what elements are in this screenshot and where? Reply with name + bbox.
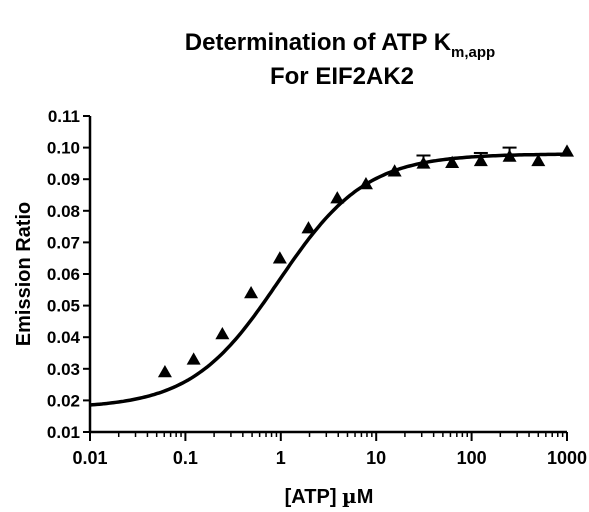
data-point [473,153,488,167]
fit-curve [89,152,567,407]
data-point [502,149,517,162]
chart-title-main: Determination of ATP K [185,29,452,56]
data-point [272,251,287,264]
y-tick-label: 0.01 [47,423,80,442]
data-point [445,155,460,169]
data-marks [89,144,574,407]
x-tick-label: 1000 [547,448,587,468]
y-axis-label: Emission Ratio [13,202,35,346]
x-tick-label: 100 [457,448,487,468]
data-point [560,144,574,157]
x-tick-label: 0.01 [72,448,107,468]
y-tick-label: 0.10 [47,139,80,158]
chart-title-subscript: m,app [451,44,495,61]
chart-title-line1: Determination of ATP Km,app [185,29,495,61]
data-point [330,191,345,204]
axes: 0.010.020.030.040.050.060.070.080.090.10… [47,107,587,468]
x-axis-label-unit: M [357,486,374,508]
y-tick-label: 0.03 [47,360,80,379]
x-tick-label: 1 [276,448,286,468]
x-axis-label-main: [ATP] [285,486,342,508]
x-axis-label: [ATP] µM [285,484,374,508]
y-tick-label: 0.11 [48,107,80,126]
y-tick-label: 0.05 [47,297,80,316]
y-tick-label: 0.04 [47,328,81,347]
data-point [215,327,230,340]
y-tick-label: 0.09 [47,170,80,189]
y-tick-label: 0.07 [47,233,80,252]
data-point [416,156,431,169]
x-tick-label: 0.1 [173,448,198,468]
y-tick-label: 0.06 [47,265,80,284]
x-tick-label: 10 [366,448,386,468]
y-tick-label: 0.02 [47,391,80,410]
x-axis-label-greek: µ [342,484,357,508]
data-point [531,153,546,167]
chart-title-line2: For EIF2AK2 [270,63,414,90]
data-point [244,285,259,299]
data-point [358,176,373,190]
data-point [157,364,172,378]
data-point [301,221,316,234]
data-point [186,352,201,365]
y-tick-label: 0.08 [47,202,80,221]
data-point [387,164,402,177]
